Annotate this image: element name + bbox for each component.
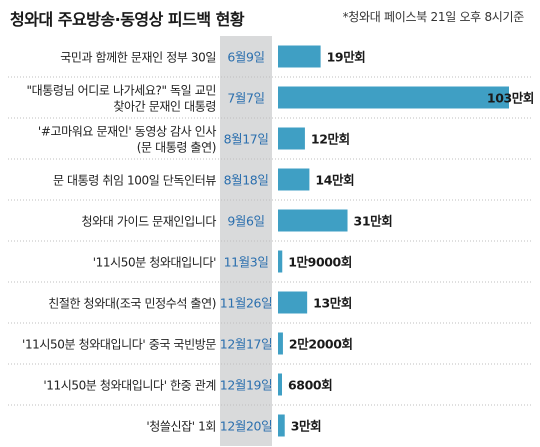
bar bbox=[278, 250, 283, 273]
date-label: 8월17일 bbox=[224, 132, 269, 147]
date-label: 11월3일 bbox=[224, 255, 269, 270]
category-label: '11시50분 청와대입니다' 한중 관계 bbox=[43, 379, 216, 393]
date-label: 9월6일 bbox=[227, 214, 264, 229]
bar bbox=[278, 373, 282, 396]
value-label: 1만9000회 bbox=[288, 255, 352, 270]
category-label: '11시50분 청와대입니다' 중국 국빈방문 bbox=[22, 338, 216, 352]
chart-title: 청와대 주요방송·동영상 피드백 현황 bbox=[10, 10, 245, 29]
date-label: 12월17일 bbox=[220, 337, 272, 352]
category-label: "대통령님 어디로 나가세요?" 독일 교민 bbox=[27, 84, 216, 98]
date-label: 7월7일 bbox=[227, 91, 264, 106]
bar bbox=[278, 86, 509, 109]
value-label: 12만회 bbox=[311, 132, 350, 147]
category-label: 문 대통령 취임 100일 단독인터뷰 bbox=[53, 174, 216, 188]
bar bbox=[278, 414, 285, 437]
value-label: 6800회 bbox=[288, 378, 332, 393]
bar bbox=[278, 209, 348, 232]
category-label: 국민과 함께한 문재인 정부 30일 bbox=[60, 51, 216, 65]
category-label: '청쓸신잡' 1회 bbox=[146, 420, 216, 434]
category-label: '11시50분 청와대입니다' bbox=[93, 256, 216, 270]
category-label: 청와대 가이드 문재인입니다 bbox=[81, 215, 216, 229]
category-label: '#고마워요 문재인' 동영상 감사 인사 bbox=[38, 125, 216, 139]
value-label: 13만회 bbox=[313, 296, 352, 311]
source-note: *청와대 페이스북 21일 오후 8시기준 bbox=[342, 10, 525, 24]
value-label: 31만회 bbox=[354, 214, 393, 229]
category-label: 친절한 청와대(조국 민정수석 출연) bbox=[48, 297, 216, 311]
date-label: 12월19일 bbox=[220, 378, 272, 393]
date-label: 11월26일 bbox=[220, 296, 272, 311]
category-label: 찾아간 문재인 대통령 bbox=[113, 100, 216, 114]
bar bbox=[278, 45, 321, 68]
value-label: 19만회 bbox=[327, 50, 366, 65]
bar bbox=[278, 291, 308, 314]
date-label: 6월9일 bbox=[227, 50, 264, 65]
bar bbox=[278, 168, 310, 191]
value-label: 3만회 bbox=[291, 419, 322, 434]
value-label: 14만회 bbox=[315, 173, 354, 188]
chart-header: 청와대 주요방송·동영상 피드백 현황 *청와대 페이스북 21일 오후 8시기… bbox=[0, 0, 540, 36]
bar bbox=[278, 332, 283, 355]
value-label: 2만2000회 bbox=[289, 337, 353, 352]
date-label: 12월20일 bbox=[220, 419, 272, 434]
date-label: 8월18일 bbox=[224, 173, 269, 188]
category-label: (문 대통령 출연) bbox=[137, 141, 216, 155]
bar-chart: 국민과 함께한 문재인 정부 30일 6월9일 19만회 "대통령님 어디로 나가세요… bbox=[8, 36, 534, 446]
value-label: 103만회 bbox=[487, 91, 534, 106]
bar bbox=[278, 127, 305, 150]
